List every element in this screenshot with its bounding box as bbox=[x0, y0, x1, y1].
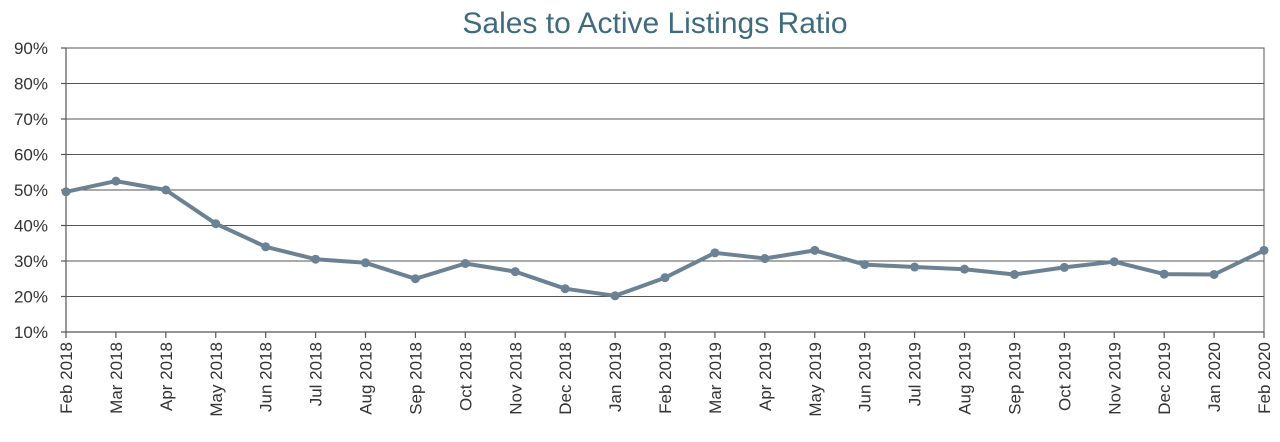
data-point-9 bbox=[510, 267, 520, 277]
y-tick-label-40: 40% bbox=[14, 217, 48, 236]
x-tick-label: Mar 2018 bbox=[107, 342, 126, 414]
data-point-16 bbox=[860, 260, 870, 270]
x-tick-label: Nov 2018 bbox=[506, 342, 525, 415]
y-axis-tick-labels: 90% 80% 70% 60% 50% 40% 30% 20% 10% bbox=[14, 39, 48, 342]
x-tick-label: Oct 2018 bbox=[456, 342, 475, 411]
x-tick-label: Jul 2019 bbox=[906, 342, 925, 406]
y-tick-label-60: 60% bbox=[14, 146, 48, 165]
x-tick-label: Apr 2019 bbox=[756, 342, 775, 411]
x-tick-label: Jan 2019 bbox=[606, 342, 625, 412]
data-point-17 bbox=[910, 262, 920, 272]
x-tick-label: Dec 2019 bbox=[1155, 342, 1174, 415]
data-point-1 bbox=[111, 176, 121, 186]
x-tick-label: Feb 2019 bbox=[656, 342, 675, 414]
data-point-2 bbox=[161, 185, 171, 195]
x-tick-label: Mar 2019 bbox=[706, 342, 725, 414]
x-tick-label: Feb 2018 bbox=[57, 342, 76, 414]
data-point-11 bbox=[610, 291, 620, 301]
data-point-24 bbox=[1259, 245, 1269, 255]
data-point-5 bbox=[311, 254, 321, 264]
y-tick-label-10: 10% bbox=[14, 323, 48, 342]
data-point-14 bbox=[760, 254, 770, 264]
series-layer bbox=[61, 176, 1269, 301]
x-tick-label: Apr 2018 bbox=[157, 342, 176, 411]
data-point-18 bbox=[960, 264, 969, 274]
data-point-10 bbox=[560, 284, 570, 294]
x-tick-label: Sep 2018 bbox=[406, 342, 425, 415]
x-tick-label: Aug 2019 bbox=[956, 342, 975, 415]
x-tick-label: May 2018 bbox=[207, 342, 226, 417]
grid-lines bbox=[66, 47, 1264, 297]
axes bbox=[61, 47, 1265, 338]
data-point-13 bbox=[710, 248, 720, 258]
data-point-19 bbox=[1009, 269, 1019, 279]
data-point-21 bbox=[1109, 257, 1119, 267]
x-tick-label: May 2019 bbox=[806, 342, 825, 417]
x-tick-label: Feb 2020 bbox=[1255, 342, 1274, 414]
data-point-7 bbox=[410, 274, 420, 284]
y-tick-label-50: 50% bbox=[14, 181, 48, 200]
x-tick-label: Sep 2019 bbox=[1005, 342, 1024, 415]
data-point-15 bbox=[810, 245, 820, 255]
x-tick-label: Oct 2019 bbox=[1055, 342, 1074, 411]
data-point-8 bbox=[460, 258, 470, 268]
data-point-22 bbox=[1159, 269, 1169, 279]
x-axis-tick-labels: Feb 2018 Mar 2018 Apr 2018 May 2018 Jun 2018… bbox=[57, 342, 1274, 417]
chart-title: Sales to Active Listings Ratio bbox=[462, 7, 847, 40]
y-tick-label-30: 30% bbox=[14, 252, 48, 271]
data-point-6 bbox=[361, 258, 370, 268]
data-point-12 bbox=[660, 273, 670, 283]
data-point-23 bbox=[1209, 269, 1219, 279]
x-tick-label: Nov 2019 bbox=[1105, 342, 1124, 415]
data-point-4 bbox=[261, 242, 271, 252]
data-point-3 bbox=[211, 219, 221, 229]
x-tick-label: Jun 2018 bbox=[257, 342, 276, 412]
y-tick-label-20: 20% bbox=[14, 288, 48, 307]
y-tick-label-80: 80% bbox=[14, 75, 48, 94]
x-tick-label: Jan 2020 bbox=[1205, 342, 1224, 412]
x-tick-label: Dec 2018 bbox=[556, 342, 575, 415]
data-point-0 bbox=[61, 187, 71, 197]
y-tick-label-70: 70% bbox=[14, 110, 48, 129]
y-tick-label-90: 90% bbox=[14, 39, 48, 58]
x-tick-label: Jun 2019 bbox=[856, 342, 875, 412]
x-tick-label: Jul 2018 bbox=[307, 342, 326, 406]
x-tick-label: Aug 2018 bbox=[357, 342, 376, 415]
data-point-20 bbox=[1059, 262, 1069, 272]
